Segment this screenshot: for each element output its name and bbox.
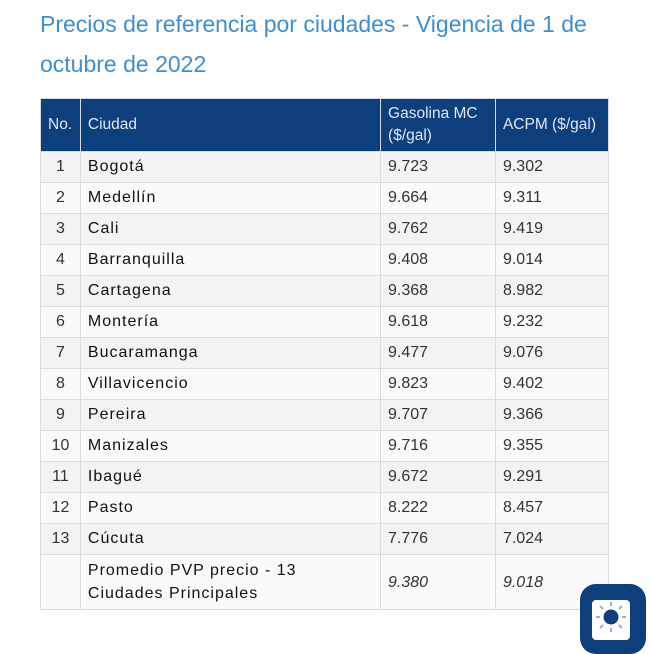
row-number: 12: [40, 492, 81, 524]
table-row: 7 Bucaramanga 9.477 9.076: [40, 337, 610, 369]
acpm-price: 9.419: [494, 213, 610, 245]
acpm-price: 7.024: [494, 523, 610, 555]
acpm-price: 9.302: [494, 151, 610, 183]
acpm-price: 9.355: [494, 430, 610, 462]
city-name: Barranquilla: [79, 244, 382, 276]
summary-acpm: 9.018: [494, 554, 610, 610]
floating-action-button[interactable]: [580, 584, 646, 654]
row-number: 6: [40, 306, 81, 338]
gasoline-price: 9.762: [380, 213, 496, 245]
city-name: Medellín: [79, 182, 382, 214]
table-row: 1 Bogotá 9.723 9.302: [40, 151, 610, 183]
acpm-price: 9.014: [494, 244, 610, 276]
header-no: No.: [40, 98, 81, 152]
acpm-price: 9.232: [494, 306, 610, 338]
city-name: Cartagena: [79, 275, 382, 307]
row-number: 11: [40, 461, 81, 493]
row-number: 4: [40, 244, 81, 276]
table-row: 4 Barranquilla 9.408 9.014: [40, 244, 610, 276]
table-row: 3 Cali 9.762 9.419: [40, 213, 610, 245]
table-row: 13 Cúcuta 7.776 7.024: [40, 523, 610, 555]
gasoline-price: 9.664: [380, 182, 496, 214]
acpm-price: 8.457: [494, 492, 610, 524]
row-number: 1: [40, 151, 81, 183]
acpm-price: 9.076: [494, 337, 610, 369]
summary-label: Promedio PVP precio - 13 Ciudades Princi…: [79, 554, 382, 610]
header-city: Ciudad: [79, 98, 382, 152]
sun-icon: [596, 602, 626, 632]
gasoline-price: 9.723: [380, 151, 496, 183]
city-name: Pereira: [79, 399, 382, 431]
acpm-price: 8.982: [494, 275, 610, 307]
header-acpm: ACPM ($/gal): [494, 98, 610, 152]
row-number: 7: [40, 337, 81, 369]
table-row: 11 Ibagué 9.672 9.291: [40, 461, 610, 493]
summary-gasoline: 9.380: [380, 554, 496, 610]
acpm-price: 9.291: [494, 461, 610, 493]
gasoline-price: 9.716: [380, 430, 496, 462]
header-gasoline: Gasolina MC ($/gal): [380, 98, 496, 152]
acpm-price: 9.311: [494, 182, 610, 214]
acpm-price: 9.402: [494, 368, 610, 400]
city-name: Pasto: [79, 492, 382, 524]
city-name: Bogotá: [79, 151, 382, 183]
table-row: 2 Medellín 9.664 9.311: [40, 182, 610, 214]
table-header-row: No. Ciudad Gasolina MC ($/gal) ACPM ($/g…: [40, 98, 610, 152]
gasoline-price: 9.672: [380, 461, 496, 493]
table-row: 9 Pereira 9.707 9.366: [40, 399, 610, 431]
row-number: 13: [40, 523, 81, 555]
gasoline-price: 9.477: [380, 337, 496, 369]
table-row: 8 Villavicencio 9.823 9.402: [40, 368, 610, 400]
table-row: 5 Cartagena 9.368 8.982: [40, 275, 610, 307]
row-number: 8: [40, 368, 81, 400]
summary-row: Promedio PVP precio - 13 Ciudades Princi…: [40, 554, 610, 610]
table-row: 12 Pasto 8.222 8.457: [40, 492, 610, 524]
city-name: Montería: [79, 306, 382, 338]
city-name: Manizales: [79, 430, 382, 462]
empty-cell: [40, 554, 81, 610]
row-number: 9: [40, 399, 81, 431]
page-title: Precios de referencia por ciudades - Vig…: [40, 11, 587, 77]
gasoline-price: 7.776: [380, 523, 496, 555]
acpm-price: 9.366: [494, 399, 610, 431]
row-number: 3: [40, 213, 81, 245]
row-number: 10: [40, 430, 81, 462]
city-name: Cali: [79, 213, 382, 245]
row-number: 5: [40, 275, 81, 307]
gasoline-price: 9.823: [380, 368, 496, 400]
city-name: Cúcuta: [79, 523, 382, 555]
city-name: Ibagué: [79, 461, 382, 493]
row-number: 2: [40, 182, 81, 214]
city-name: Bucaramanga: [79, 337, 382, 369]
gasoline-price: 9.408: [380, 244, 496, 276]
prices-table: No. Ciudad Gasolina MC ($/gal) ACPM ($/g…: [40, 98, 610, 610]
table-row: 6 Montería 9.618 9.232: [40, 306, 610, 338]
gasoline-price: 9.618: [380, 306, 496, 338]
gasoline-price: 8.222: [380, 492, 496, 524]
gasoline-price: 9.368: [380, 275, 496, 307]
city-name: Villavicencio: [79, 368, 382, 400]
table-row: 10 Manizales 9.716 9.355: [40, 430, 610, 462]
gasoline-price: 9.707: [380, 399, 496, 431]
